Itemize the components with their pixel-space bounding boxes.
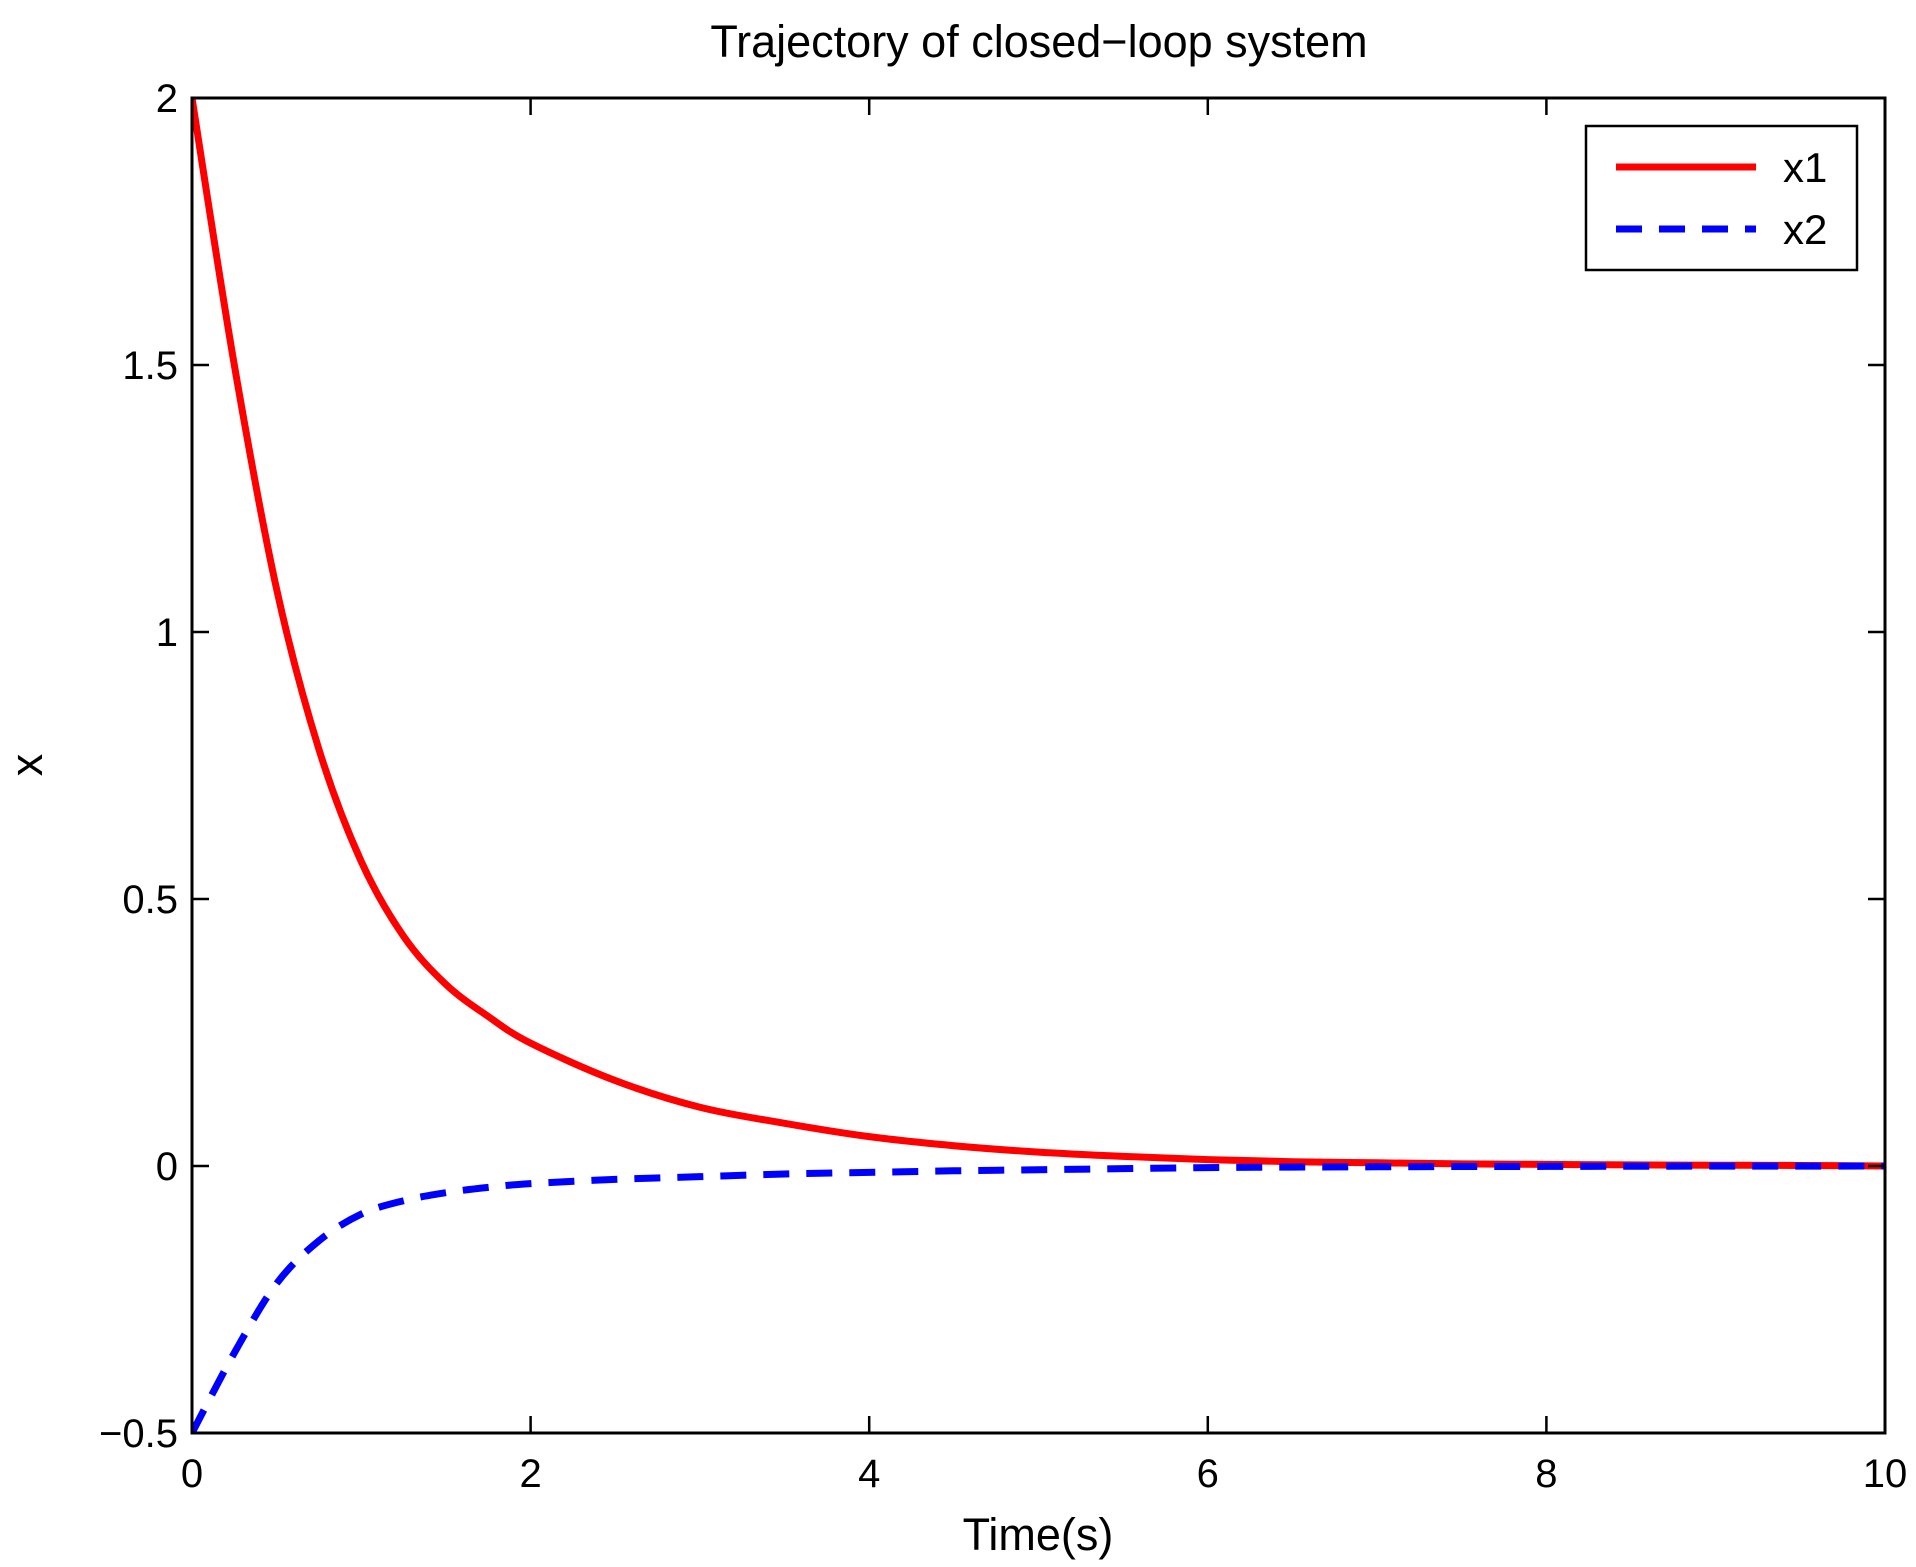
legend: x1 x2 xyxy=(1584,124,1859,272)
x-axis-label: Time(s) xyxy=(963,1509,1114,1560)
ticks-layer xyxy=(190,96,1887,1435)
legend-label-x1: x1 xyxy=(1783,144,1827,191)
chart-title: Trajectory of closed−loop system xyxy=(710,16,1367,67)
y-axis-label: x xyxy=(1,753,52,776)
x-tick-label: 6 xyxy=(1197,1452,1219,1496)
series-layer xyxy=(192,98,1885,1433)
legend-label-x2: x2 xyxy=(1783,206,1827,253)
x-tick-label: 10 xyxy=(1863,1452,1908,1496)
plot-frame xyxy=(190,96,1887,1435)
y-tick-label: 2 xyxy=(156,77,178,121)
x-tick-label: 0 xyxy=(181,1452,203,1496)
y-tick-label: 1.5 xyxy=(122,344,178,388)
legend-box xyxy=(1584,124,1859,272)
y-tick-label: −0.5 xyxy=(99,1412,178,1456)
y-tick-label: 1 xyxy=(156,611,178,655)
x-tick-label: 2 xyxy=(519,1452,541,1496)
x-tick-label: 4 xyxy=(858,1452,880,1496)
x-tick-label: 8 xyxy=(1535,1452,1557,1496)
series-line-x2 xyxy=(192,1162,1885,1433)
tick-labels-layer: 0 2 4 6 8 10−0.500.511.52 xyxy=(99,77,1907,1496)
y-tick-label: 0 xyxy=(156,1145,178,1189)
y-tick-label: 0.5 xyxy=(122,878,178,922)
